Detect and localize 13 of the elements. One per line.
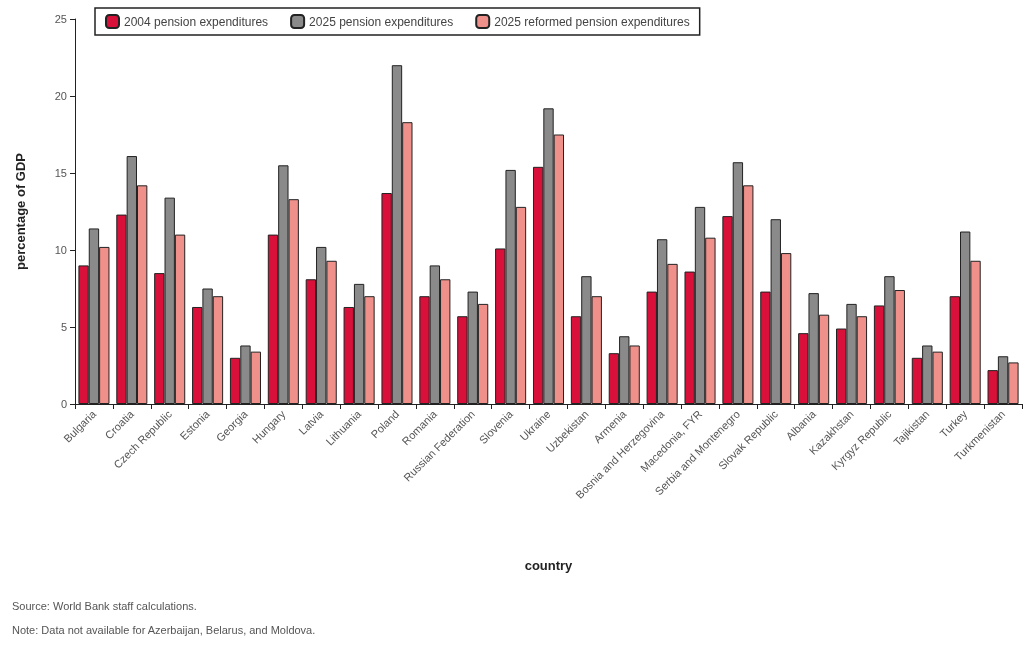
y-tick-label: 25 — [54, 13, 67, 25]
legend-label: 2025 pension expenditures — [309, 14, 454, 29]
y-tick-label: 10 — [54, 244, 67, 256]
source-note: Source: World Bank staff calculations. — [12, 599, 197, 612]
x-axis-title: country — [524, 558, 574, 573]
text: Note: Data not available for Azerbaijan, Belarus, and Moldova. — [12, 623, 316, 636]
y-tick-label: 0 — [60, 398, 67, 410]
y-tick-label: 5 — [60, 321, 67, 333]
legend-label: 2004 pension expenditures — [124, 14, 269, 29]
y-axis-title: percentage of GDP — [13, 152, 28, 271]
legend-label: 2025 reformed pension expenditures — [494, 14, 690, 29]
y-tick-label: 15 — [54, 167, 67, 179]
y-tick-label: 20 — [54, 90, 67, 102]
